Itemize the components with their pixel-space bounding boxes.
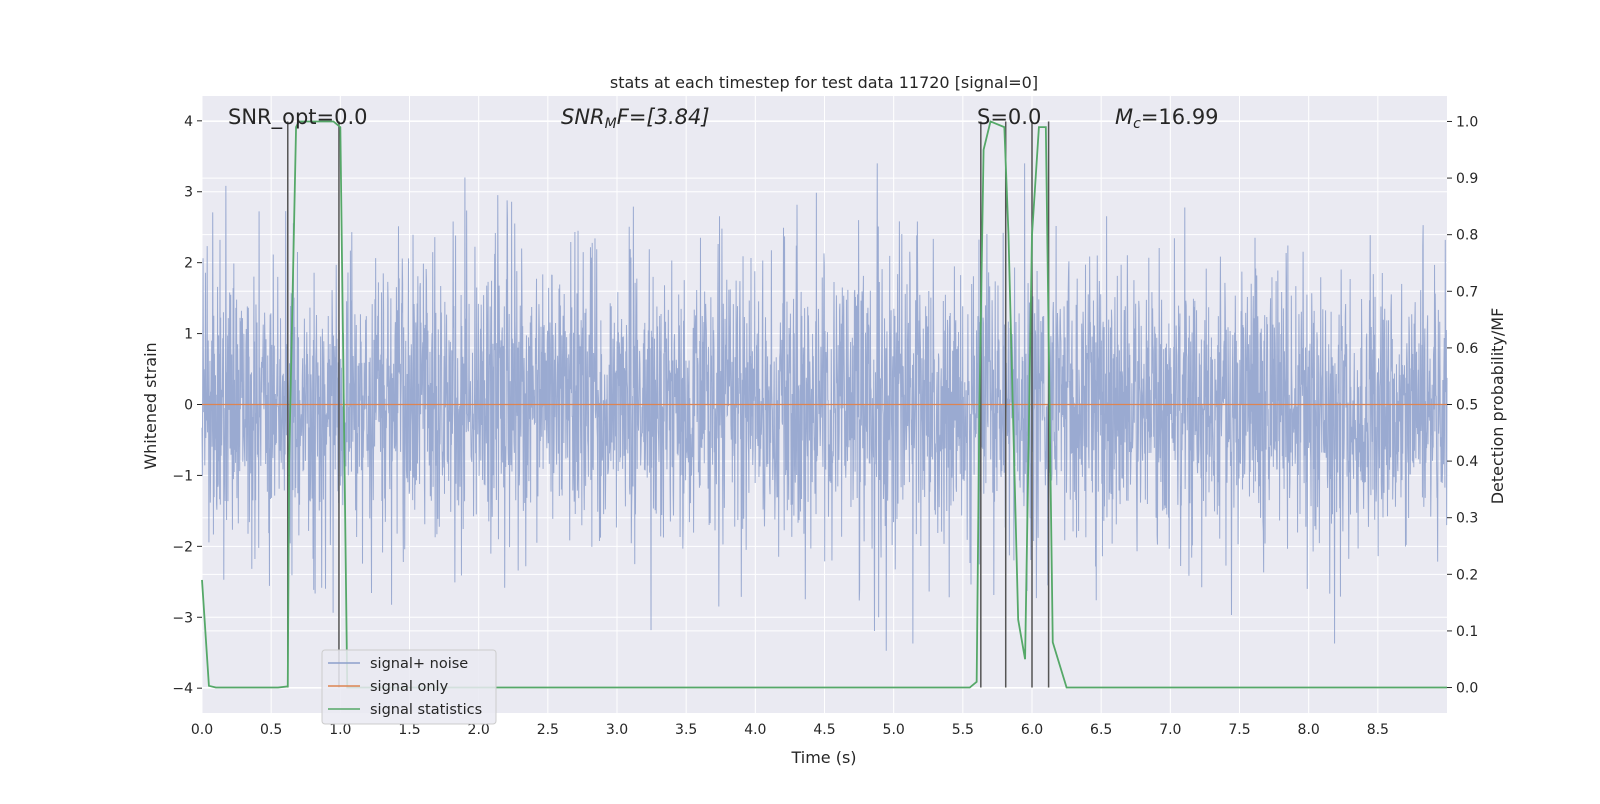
signal-statistics-series — [201, 120, 1447, 689]
snr-mf-sub: M — [605, 116, 617, 132]
x-tick-label: 8.5 — [1367, 722, 1389, 738]
annotation-snr-opt: SNR_opt=0.0 — [228, 105, 368, 130]
signal-statistics-line — [201, 120, 1447, 689]
y-tick-label: −2 — [172, 539, 193, 555]
y2-tick-label: 0.6 — [1456, 341, 1478, 357]
legend: signal+ noise signal only signal statist… — [321, 649, 497, 725]
x-tick-label: 3.0 — [606, 722, 628, 738]
y2-tick-label: 0.0 — [1456, 681, 1478, 697]
y-tick-label: 2 — [184, 256, 193, 272]
y-axis-label: Whitened strain — [141, 342, 160, 469]
y-tick-label: 0 — [184, 398, 193, 414]
y2-tick-label: 0.3 — [1456, 511, 1478, 527]
snr-mf-rest: F=[3.84] — [617, 105, 710, 129]
y-tick-label: 1 — [184, 327, 193, 343]
legend-label-signal: signal only — [370, 679, 449, 695]
y2-tick-label: 0.8 — [1456, 228, 1478, 244]
y-tick-label: 3 — [184, 185, 193, 201]
y-tick-label: 4 — [184, 114, 193, 130]
annotation-s: S=0.0 — [977, 105, 1041, 129]
legend-label-noise: signal+ noise — [370, 656, 468, 672]
annotation-snr-mf: SNRMF=[3.84] — [561, 105, 710, 132]
y-tick-label: −4 — [172, 681, 193, 697]
mc-rest: =16.99 — [1141, 105, 1219, 129]
noise-trace — [201, 163, 1448, 651]
y2-tick-label: 1.0 — [1456, 114, 1478, 130]
x-tick-label: 3.5 — [675, 722, 697, 738]
y2-tick-label: 0.9 — [1456, 171, 1478, 187]
y2-tick-label: 0.7 — [1456, 284, 1478, 300]
x-tick-label: 7.0 — [1159, 722, 1181, 738]
snr-mf-base: SNR — [561, 105, 605, 129]
x-tick-label: 0.5 — [260, 722, 282, 738]
x-tick-label: 4.5 — [813, 722, 835, 738]
x-axis-label: Time (s) — [790, 748, 856, 767]
legend-label-statistics: signal statistics — [370, 702, 482, 718]
x-tick-label: 2.0 — [468, 722, 490, 738]
y2-tick-label: 0.2 — [1456, 567, 1478, 583]
chart-title: stats at each timestep for test data 117… — [610, 73, 1038, 92]
x-tick-label: 8.0 — [1298, 722, 1320, 738]
mc-sub: c — [1133, 116, 1141, 132]
x-tick-label: 5.0 — [883, 722, 905, 738]
x-tick-label: 1.0 — [329, 722, 351, 738]
legend-box — [321, 649, 497, 725]
x-tick-label: 5.5 — [952, 722, 974, 738]
x-tick-label: 2.5 — [537, 722, 559, 738]
mc-base: M — [1115, 105, 1133, 129]
vertical-markers — [287, 121, 1050, 688]
annotation-mc: Mc=16.99 — [1115, 105, 1219, 132]
y2-tick-label: 0.4 — [1456, 454, 1478, 470]
y2-axis-label: Detection probability/MF — [1488, 308, 1507, 505]
x-tick-label: 4.0 — [744, 722, 766, 738]
y2-tick-label: 0.1 — [1456, 624, 1478, 640]
y2-tick-label: 0.5 — [1456, 398, 1478, 414]
x-tick-label: 1.5 — [398, 722, 420, 738]
noise-series — [201, 163, 1448, 651]
x-tick-label: 6.5 — [1090, 722, 1112, 738]
ticks: 0.0 0.5 1.0 1.5 2.0 2.5 3.0 3.5 4.0 4.5 5.0 5.5 6.0 6… — [172, 114, 1478, 738]
y-tick-label: −1 — [172, 468, 193, 484]
x-tick-label: 6.0 — [1021, 722, 1043, 738]
y-tick-label: −3 — [172, 610, 193, 626]
x-tick-label: 7.5 — [1228, 722, 1250, 738]
x-tick-label: 0.0 — [191, 722, 213, 738]
